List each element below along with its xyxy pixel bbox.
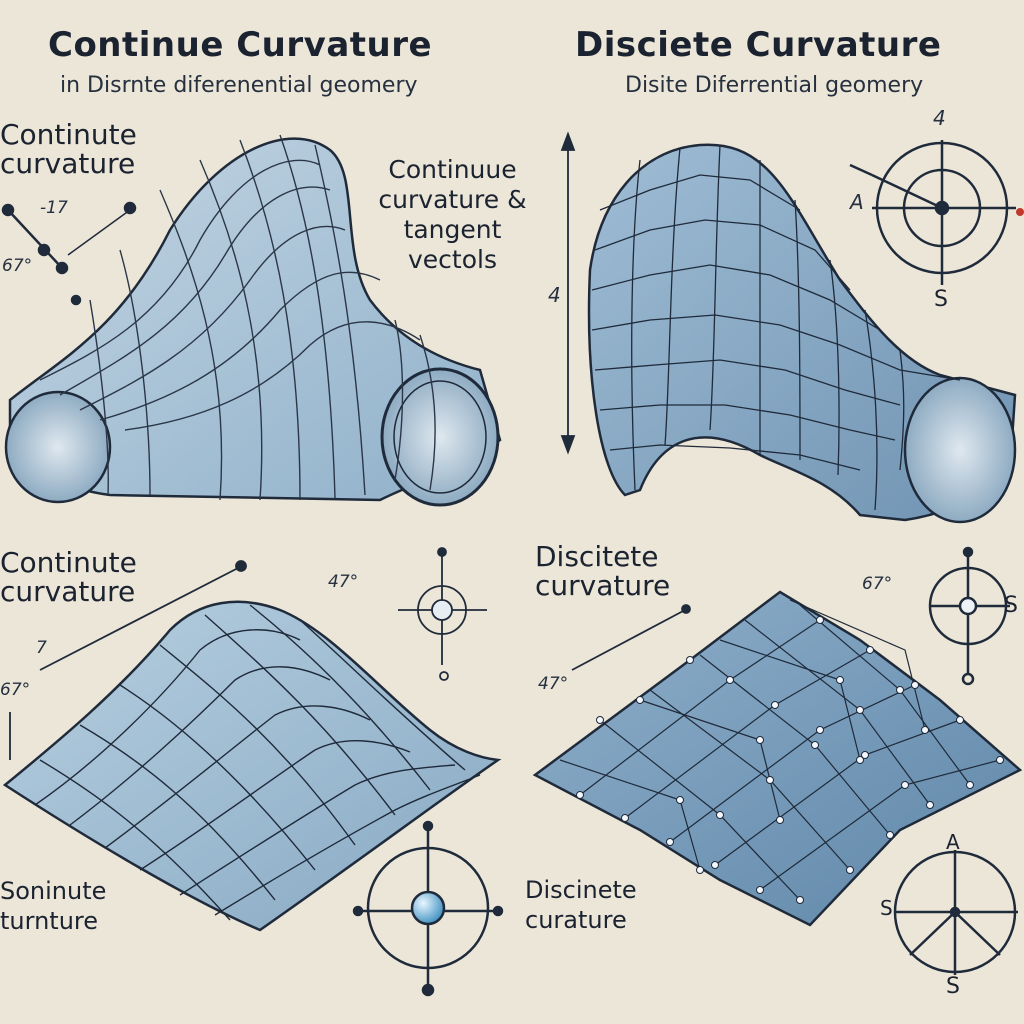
discrete-title: Disciete Curvature — [575, 25, 942, 65]
discrete-sheet-vertices — [576, 616, 1004, 904]
bottom-left-crosshair — [398, 547, 487, 681]
discrete-tube-surface — [587, 143, 1017, 524]
continuous-title: Continue Curvature — [48, 25, 433, 65]
continuous-sheet — [2, 600, 502, 932]
top-right-compass — [849, 140, 1016, 285]
bottom-left-leader-lines — [9, 560, 247, 760]
bottom-right-compass-right-label: S — [1004, 593, 1018, 618]
bottom-right-compass-upper — [928, 546, 1010, 686]
bottom-left-number-c: 47° — [328, 572, 359, 592]
compass-bottom-label: S — [934, 287, 948, 312]
discrete-subtitle: Disite Diferrential geomery — [625, 73, 924, 98]
bottom-left-compass — [352, 820, 504, 997]
top-left-number-b: 67° — [2, 256, 33, 276]
bottom-right-leader-lines — [571, 604, 691, 671]
bottom-right-caption: Discinete curature — [525, 876, 637, 934]
discrete-tube-mesh — [591, 144, 961, 511]
bottom-left-number-b: 67° — [0, 680, 31, 700]
top-left-number-a: -17 — [40, 198, 68, 218]
continuous-tube-gridlines — [39, 134, 436, 501]
compass-top-label: 4 — [933, 106, 946, 130]
continuous-sheet-grid — [34, 604, 481, 921]
lower-compass-bottom-label: S — [946, 974, 960, 999]
top-left-label: Continute curvature — [0, 118, 137, 181]
discrete-sheet — [532, 590, 1023, 927]
tangent-vectors-callout: Continuue curvature & tangent vectols — [378, 155, 527, 274]
top-left-tangent-marks — [1, 201, 137, 306]
bottom-left-label: Continute curvature — [0, 546, 137, 609]
compass-left-label: A — [850, 190, 864, 214]
axis-arrow — [560, 131, 576, 455]
lower-compass-top-label: A — [946, 830, 960, 854]
bottom-right-number-b: 47° — [538, 674, 569, 694]
bottom-left-caption: Soninute turnture — [0, 877, 107, 935]
lower-compass-left-label: S — [880, 896, 893, 920]
bottom-left-number-a: 7 — [36, 638, 47, 658]
continuous-subtitle: in Disrnte diferenential geomery — [60, 73, 418, 98]
bottom-right-compass-lower — [893, 850, 1018, 975]
bottom-right-number-a: 67° — [862, 574, 893, 594]
axis-label: 4 — [548, 283, 561, 307]
bottom-right-label: Discitete curvature — [535, 540, 671, 603]
